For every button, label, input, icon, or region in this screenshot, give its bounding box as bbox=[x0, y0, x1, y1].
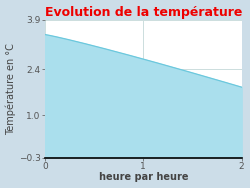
Title: Evolution de la température: Evolution de la température bbox=[44, 6, 242, 19]
Y-axis label: Température en °C: Température en °C bbox=[6, 43, 16, 135]
X-axis label: heure par heure: heure par heure bbox=[98, 172, 188, 182]
